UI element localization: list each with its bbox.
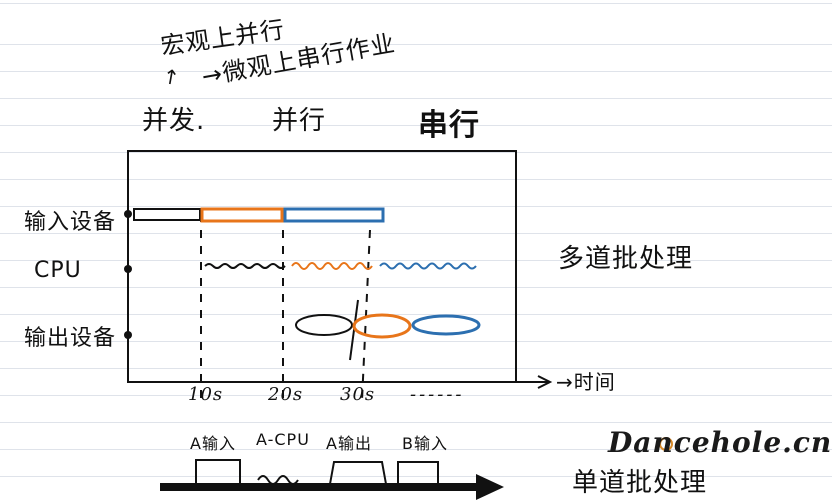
output-ellipse-job-b bbox=[352, 313, 412, 339]
bottom-box-a-output bbox=[329, 461, 387, 485]
watermark-text: Dancehole.cn bbox=[608, 426, 832, 459]
bottom-timeline-arrowhead bbox=[476, 474, 504, 500]
bottom-label-a-cpu: A-CPU bbox=[256, 430, 310, 449]
mode-serial: 串行 bbox=[418, 108, 480, 143]
bottom-box-b-input bbox=[397, 461, 439, 484]
input-bar-job-c bbox=[283, 207, 385, 223]
input-bar-job-b bbox=[200, 207, 284, 223]
time-axis-label: →时间 bbox=[556, 370, 616, 394]
tick-30s: 30s bbox=[340, 384, 376, 405]
bottom-box-a-input bbox=[195, 459, 241, 484]
watermark-face-icon bbox=[659, 437, 673, 451]
input-bar-job-a bbox=[133, 208, 201, 221]
cpu-wave-job-b bbox=[291, 262, 373, 270]
row-dot-output bbox=[124, 331, 132, 339]
tick-10s: 10s bbox=[188, 384, 224, 405]
row-dot-input bbox=[124, 210, 132, 218]
output-ellipse-job-c bbox=[411, 314, 481, 336]
cpu-wave-job-c bbox=[379, 262, 477, 270]
mode-parallel: 并行 bbox=[272, 106, 327, 136]
row-label-cpu: CPU bbox=[34, 258, 82, 283]
tick-continuation: ------ bbox=[410, 384, 465, 405]
tick-20s: 20s bbox=[268, 384, 304, 405]
single-batch-note: 单道批处理 bbox=[572, 468, 708, 498]
guide-30s bbox=[361, 229, 371, 401]
bottom-wave-a-cpu bbox=[257, 475, 299, 485]
multiprogram-batch-note: 多道批处理 bbox=[558, 244, 694, 274]
bottom-label-b-input: B输入 bbox=[402, 434, 448, 453]
bottom-label-a-output: A输出 bbox=[326, 434, 372, 453]
bottom-label-a-input: A输入 bbox=[190, 434, 236, 453]
timeline-frame bbox=[127, 150, 517, 383]
row-label-input-device: 输入设备 bbox=[24, 210, 117, 235]
mode-concurrent: 并发. bbox=[142, 106, 206, 136]
row-dot-cpu bbox=[124, 265, 132, 273]
row-label-output-device: 输出设备 bbox=[24, 326, 117, 351]
cpu-wave-job-a bbox=[204, 263, 286, 269]
output-ellipse-job-a bbox=[295, 314, 353, 336]
time-axis-arrowhead bbox=[537, 375, 553, 389]
